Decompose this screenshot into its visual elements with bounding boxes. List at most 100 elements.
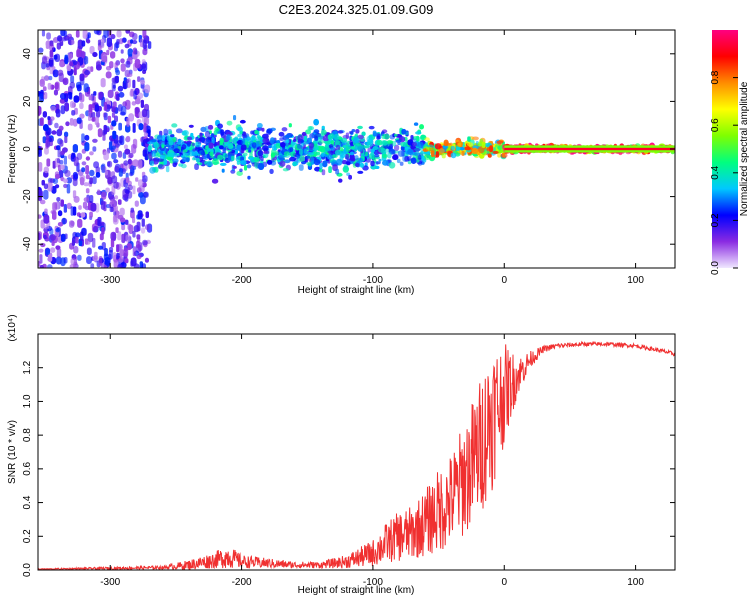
heatmap-cell [149,160,154,167]
heatmap-cell [113,76,119,84]
heatmap-cell [142,175,148,183]
heatmap-cell [97,216,102,227]
heatmap-cell [275,151,279,156]
heatmap-cell [89,151,94,156]
heatmap-cell [125,177,130,183]
heatmap-cell [164,148,168,153]
heatmap-cell [111,120,117,127]
heatmap-cell [55,173,60,179]
heatmap-cell [144,84,151,94]
heatmap-cell [134,200,139,207]
heatmap-cell [55,184,60,189]
heatmap-cell [117,199,122,205]
x-tick-label: -100 [363,275,383,286]
heatmap-cell [132,79,136,89]
heatmap-cell [180,154,184,158]
heatmap-cell [73,156,79,167]
heatmap-cell [373,153,380,158]
heatmap-cell [47,181,53,192]
heatmap-cell [424,137,430,142]
heatmap-cell [288,123,292,128]
heatmap-cell [126,243,132,251]
heatmap-cell [92,138,98,143]
heatmap-cell [376,139,383,146]
heatmap-cell [100,78,106,88]
heatmap-cell [114,143,120,148]
heatmap-cell [327,154,333,160]
heatmap-cell [278,131,285,137]
heatmap-cell [120,58,125,64]
heatmap-cell [130,165,135,174]
heatmap-cell [239,119,246,124]
heatmap-cell [92,176,97,185]
heatmap-cell [321,169,326,176]
heatmap-cell [359,162,364,168]
heatmap-cell [66,202,72,210]
heatmap-cell [401,128,407,135]
heatmap-cell [318,140,325,144]
heatmap-cell [53,89,58,96]
heatmap-cell [38,162,43,172]
heatmap-cell [96,111,101,118]
heatmap-cell [76,84,82,92]
heatmap-cell [142,239,148,246]
y-tick-label: 0.8 [22,428,33,442]
heatmap-cell [38,214,42,219]
heatmap-cell [443,139,449,147]
heatmap-cell [67,33,72,39]
heatmap-cell [297,143,302,149]
heatmap-cell [69,264,76,268]
heatmap-cell [173,148,180,154]
heatmap-cell [47,264,53,268]
heatmap-cell [131,101,137,106]
heatmap-cell [181,130,187,136]
heatmap-cell [237,126,243,132]
heatmap-cell [463,146,471,151]
heatmap-cell [72,60,78,65]
heatmap-cell [143,132,149,137]
heatmap-cell [187,136,193,141]
heatmap-cell [142,30,147,39]
x-tick-label: -300 [100,577,120,588]
heatmap-cell [303,135,308,142]
heatmap-cell [257,150,264,157]
heatmap-cell [68,53,73,60]
y-tick-label: 40 [22,48,33,60]
y-tick-label: 0.0 [22,563,33,577]
heatmap-cell [64,56,69,65]
heatmap-cell [450,152,457,159]
heatmap-cell [417,141,424,149]
heatmap-cell [72,178,78,187]
heatmap-cell [127,48,133,57]
heatmap-cell [117,150,123,158]
heatmap-cell [132,216,136,224]
heatmap-cell [97,39,101,47]
heatmap-cell [132,40,138,45]
heatmap-cell [114,163,121,173]
heatmap-cell [66,183,71,194]
heatmap-cell [52,202,57,212]
heatmap-cell [111,81,116,92]
heatmap-cell [213,130,218,136]
heatmap-cell [353,136,360,144]
heatmap-cell [112,130,117,140]
heatmap-cell [252,142,257,149]
heatmap-cell [399,161,404,166]
heatmap-cell [354,155,359,161]
heatmap-cell [416,135,420,142]
heatmap-cell [220,129,224,136]
heatmap-cell [144,257,149,263]
heatmap-cell [188,124,194,128]
heatmap-cell [334,149,342,156]
heatmap-cell [343,164,349,170]
spectrogram-x-label: Height of straight line (km) [298,285,415,296]
heatmap-cell [125,135,131,143]
colorbar-tick-label: 0.0 [710,261,721,275]
heatmap-cell [42,136,47,144]
heatmap-cell [310,161,315,165]
heatmap-cell [132,32,138,41]
heatmap-cell [110,231,117,241]
heatmap-cell [119,217,126,223]
heatmap-cell [283,159,291,164]
heatmap-cell [260,156,264,161]
